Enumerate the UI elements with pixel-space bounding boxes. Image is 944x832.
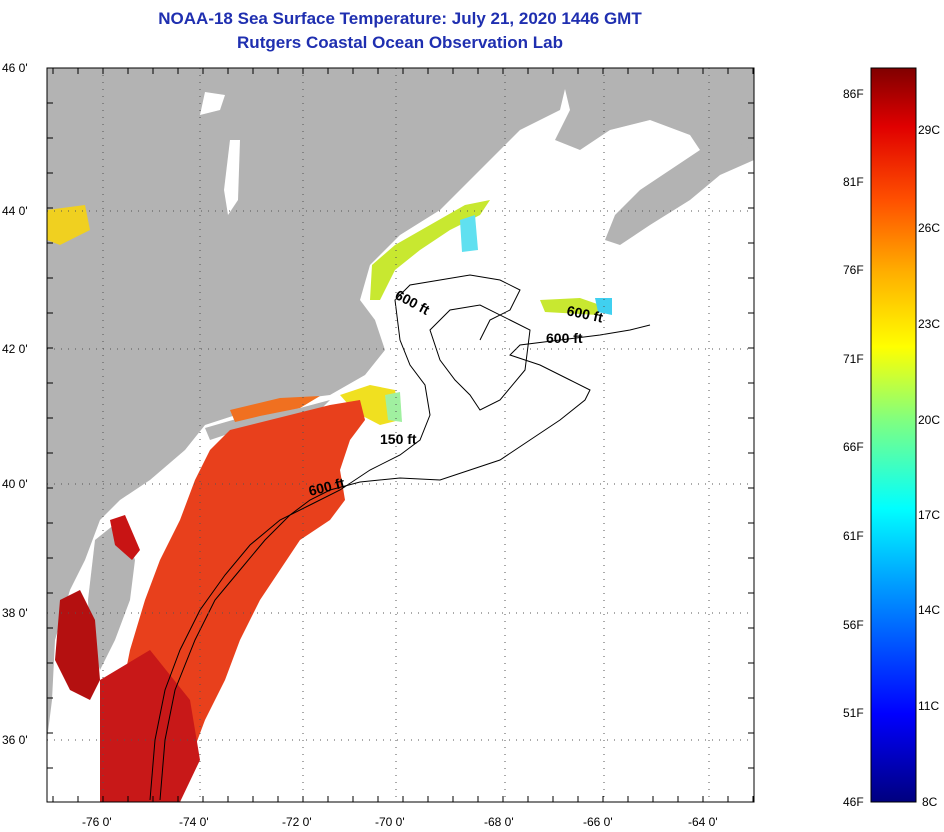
- lake-champlain: [224, 140, 240, 215]
- chart-subtitle: Rutgers Coastal Ocean Observation Lab: [237, 33, 563, 52]
- sst-chesapeake: [55, 590, 100, 700]
- sst-long-island-sound: [230, 396, 320, 422]
- lon-label-74: -74 0': [179, 815, 209, 829]
- contour-gulf-maine: [429, 304, 531, 411]
- lon-label-64: -64 0': [688, 815, 718, 829]
- lat-label-42: 42 0': [2, 342, 28, 356]
- sst-cape-cod-cool: [385, 392, 402, 422]
- sst-south-hot: [100, 650, 200, 802]
- map-ticks: [47, 67, 754, 802]
- lat-label-46: 46 0': [2, 61, 28, 75]
- contour-150ft: [149, 274, 521, 801]
- sst-delaware-bay: [110, 515, 140, 560]
- sst-cold-patch: [460, 215, 478, 252]
- sst-georges-patch: [540, 298, 600, 315]
- lake-ontario: [47, 205, 90, 245]
- contour-label-150ft: 150 ft: [380, 431, 417, 447]
- lat-label-40: 40 0': [2, 477, 28, 491]
- lon-label-76: -76 0': [82, 815, 112, 829]
- lake-moosehead: [200, 92, 225, 115]
- lon-label-70: -70 0': [375, 815, 405, 829]
- contour-label-600ft-east: 600 ft: [546, 330, 583, 346]
- lat-label-44: 44 0': [2, 204, 28, 218]
- sst-gulf-maine-nearshore: [370, 200, 490, 300]
- land-us-mainland: [47, 68, 570, 740]
- lon-label-66: -66 0': [583, 815, 613, 829]
- land-delmarva: [88, 520, 135, 670]
- lat-label-38: 38 0': [2, 606, 28, 620]
- contour-600ft-shelf: [159, 324, 651, 801]
- lon-label-68: -68 0': [484, 815, 514, 829]
- land-cape-breton: [700, 90, 754, 150]
- lat-label-36: 36 0': [2, 733, 28, 747]
- contour-label-600ft-georges: 600 ft: [565, 302, 604, 325]
- bathymetry-contours: [149, 274, 651, 801]
- map-frame: [46, 67, 755, 803]
- chart-title: NOAA-18 Sea Surface Temperature: July 21…: [158, 9, 642, 28]
- lon-label-72: -72 0': [282, 815, 312, 829]
